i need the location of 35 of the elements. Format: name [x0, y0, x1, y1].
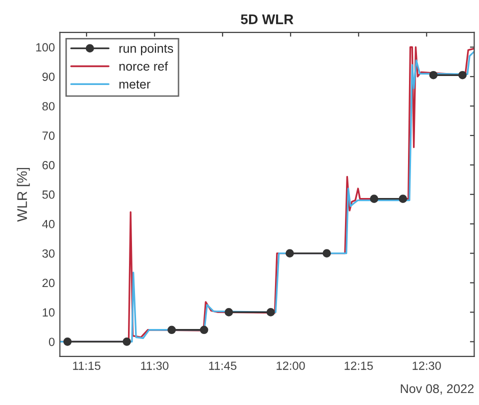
x-tick-label: 12:15	[344, 362, 373, 370]
x-tick-label: 11:30	[141, 362, 168, 370]
y-tick-label: 90	[42, 72, 55, 81]
y-tick-label: 50	[42, 190, 55, 199]
x-tick-label: 11:15	[73, 362, 100, 370]
x-tick-label: 12:00	[276, 362, 305, 370]
point	[322, 249, 331, 258]
y-axis-title: WLR [%]	[16, 168, 30, 222]
y-tick-label: 70	[42, 132, 55, 140]
legend-label: run points	[119, 44, 174, 56]
y-tick-label: 0	[48, 338, 55, 346]
y-tick-label: 10	[42, 308, 55, 317]
y-tick-label: 30	[42, 249, 55, 258]
point	[200, 326, 208, 334]
y-tick-label: 60	[42, 160, 55, 170]
text: Nov 08, 2022	[400, 384, 474, 395]
point	[224, 308, 233, 316]
point	[63, 338, 72, 346]
y-tick-label: 20	[42, 278, 55, 288]
point	[458, 70, 467, 80]
y-tick-label: 80	[42, 102, 55, 110]
x-tick-label: 12:30	[412, 362, 441, 370]
point	[429, 70, 438, 80]
chart-title: 5D WLR	[240, 14, 294, 24]
legend-label: meter	[119, 80, 150, 89]
x-tick-label: 11:45	[209, 362, 236, 370]
point	[122, 338, 131, 346]
legend-label: norce ref	[119, 62, 168, 71]
point	[168, 326, 176, 334]
y-tick-label: 100	[36, 43, 55, 52]
point	[398, 194, 408, 203]
y-tick-label: 40	[42, 220, 55, 228]
point	[286, 249, 294, 258]
point	[266, 308, 275, 316]
point	[370, 194, 378, 203]
